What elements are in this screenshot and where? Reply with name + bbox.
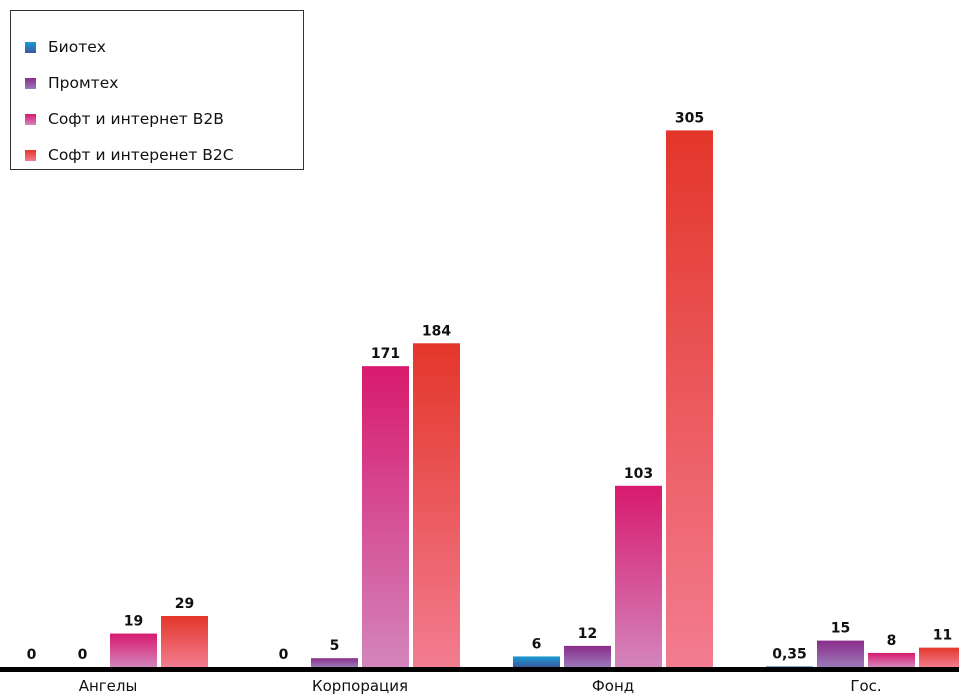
value-label-promtech-3: 15 [831,621,850,637]
legend-label-biotech: Биотех [48,38,106,56]
value-label-biotech-0: 0 [27,647,37,663]
legend-item-soft-b2b: Софт и интернет В2В [25,108,224,130]
legend-swatch-biotech [25,41,36,53]
bar-soft-b2c-3 [919,647,959,667]
bar-promtech-2 [564,645,611,667]
bar-promtech-3 [817,640,864,667]
value-label-biotech-3: 0,35 [772,646,807,662]
value-label-soft-b2c-2: 305 [675,110,704,126]
legend-label-soft-b2b: Софт и интернет В2В [48,110,224,128]
category-label-0: Ангелы [79,677,138,695]
value-label-promtech-0: 0 [78,647,88,663]
x-axis-baseline [0,667,959,672]
bars [110,130,959,667]
value-label-soft-b2c-0: 29 [175,596,194,612]
bar-biotech-3 [766,666,813,667]
bar-soft-b2b-1 [362,366,409,667]
category-label-1: Корпорация [312,677,408,695]
legend-label-promtech: Промтех [48,74,119,92]
bar-soft-b2c-1 [413,343,460,667]
value-label-promtech-2: 12 [578,626,597,642]
category-label-3: Гос. [850,677,881,695]
value-label-soft-b2b-2: 103 [624,466,653,482]
legend-swatch-promtech [25,77,36,89]
legend-item-soft-b2c: Софт и интеренет В2С [25,144,234,166]
value-label-biotech-2: 6 [532,636,542,652]
value-label-soft-b2c-1: 184 [422,323,451,339]
legend-label-soft-b2c: Софт и интеренет В2С [48,146,234,164]
category-label-2: Фонд [592,677,634,695]
bar-soft-b2b-3 [868,652,915,667]
value-label-soft-b2b-3: 8 [887,633,897,649]
value-label-soft-b2c-3: 11 [933,628,952,644]
value-label-promtech-1: 5 [330,638,340,654]
bar-soft-b2b-2 [615,485,662,667]
legend-item-biotech: Биотех [25,36,106,58]
bar-soft-b2b-0 [110,633,157,667]
bar-soft-b2c-2 [666,130,713,667]
legend-item-promtech: Промтех [25,72,118,94]
value-labels: 0 0 19 29 0 5 171 184 6 12 103 305 0,35 15 8 11 [27,110,953,663]
bar-promtech-1 [311,658,358,667]
value-label-soft-b2b-0: 19 [124,614,143,630]
value-label-biotech-1: 0 [279,647,289,663]
category-labels: Ангелы Корпорация Фонд Гос. [79,677,882,695]
value-label-soft-b2b-1: 171 [371,346,400,362]
legend-swatch-soft-b2b [25,113,36,125]
bar-biotech-2 [513,656,560,667]
bar-soft-b2c-0 [161,615,208,667]
legend: Биотех Промтех Софт и интернет В2В Софт … [10,10,304,170]
legend-swatch-soft-b2c [25,149,36,161]
